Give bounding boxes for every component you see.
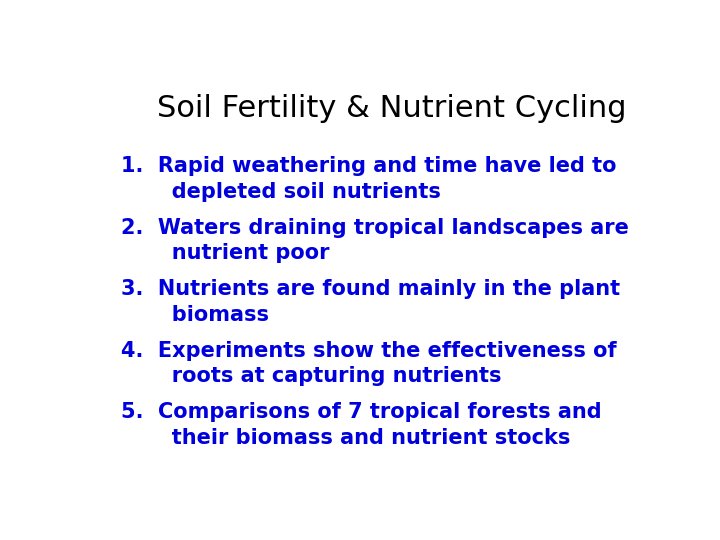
Text: 2.  Waters draining tropical landscapes are
       nutrient poor: 2. Waters draining tropical landscapes a… (121, 218, 629, 264)
Text: 5.  Comparisons of 7 tropical forests and
       their biomass and nutrient stoc: 5. Comparisons of 7 tropical forests and… (121, 402, 601, 448)
Text: Soil Fertility & Nutrient Cycling: Soil Fertility & Nutrient Cycling (156, 94, 626, 123)
Text: 3.  Nutrients are found mainly in the plant
       biomass: 3. Nutrients are found mainly in the pla… (121, 279, 620, 325)
Text: 1.  Rapid weathering and time have led to
       depleted soil nutrients: 1. Rapid weathering and time have led to… (121, 156, 616, 202)
Text: 4.  Experiments show the effectiveness of
       roots at capturing nutrients: 4. Experiments show the effectiveness of… (121, 341, 616, 387)
